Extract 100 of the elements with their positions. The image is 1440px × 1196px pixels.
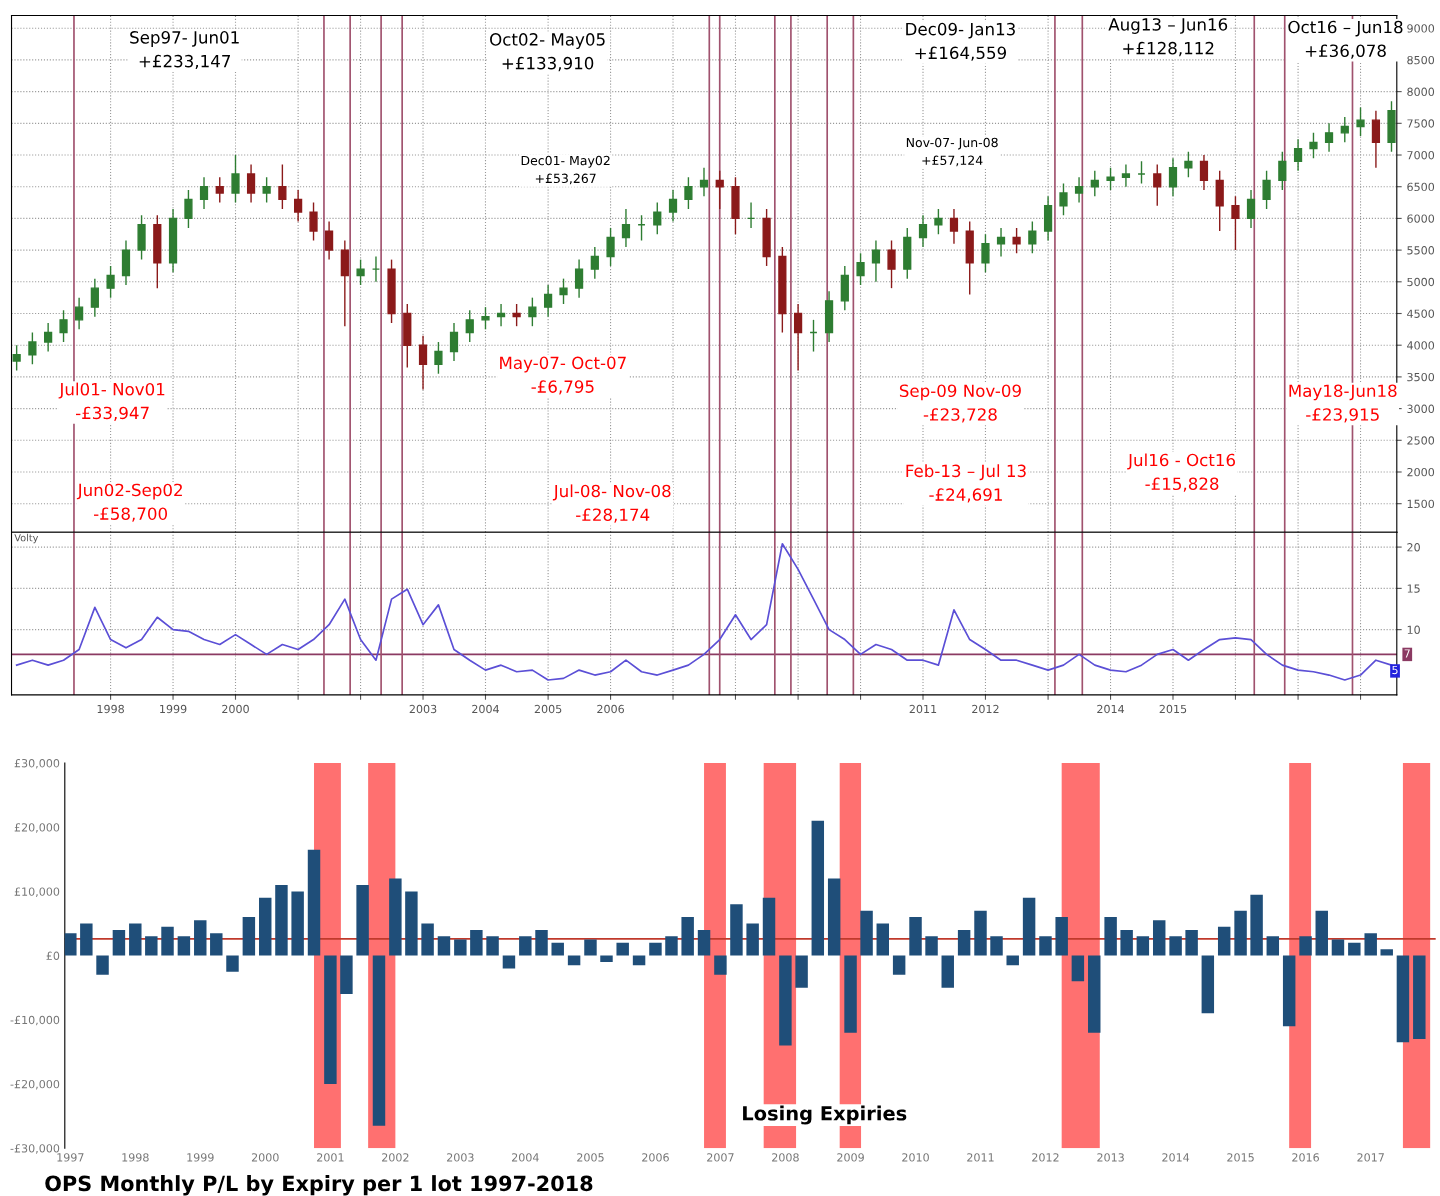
y-tick-label: 2000 — [1407, 467, 1435, 477]
bar — [437, 936, 451, 956]
annotation: Losing Expiries — [743, 1105, 907, 1125]
y-tick-label: 15 — [1407, 584, 1420, 593]
candlestick — [1184, 151, 1193, 178]
bar — [1380, 949, 1393, 956]
bar — [1201, 955, 1215, 1014]
annotation: Jul01- Nov01 -£33,947 — [58, 382, 165, 421]
candlestick — [981, 233, 990, 273]
annotation: May-07- Oct-07 -£6,795 — [500, 356, 626, 395]
bar — [1266, 936, 1280, 956]
candlestick — [1121, 163, 1131, 188]
candlestick — [856, 252, 865, 286]
bar — [1364, 933, 1377, 956]
candlestick — [1371, 109, 1381, 169]
y-tick-label: -£20,000 — [10, 1079, 60, 1090]
candlestick — [793, 303, 803, 372]
bar — [1234, 910, 1247, 956]
x-tick-label: 2005 — [577, 1153, 604, 1162]
bar — [1250, 894, 1263, 956]
bar — [1217, 926, 1231, 956]
y-tick-label: £10,000 — [14, 887, 60, 897]
x-tick-label: 2003 — [447, 1153, 474, 1162]
bar — [161, 926, 174, 956]
bar — [632, 955, 646, 966]
chart-title: Volty — [14, 533, 39, 544]
candlestick — [106, 265, 115, 299]
bar — [194, 920, 207, 956]
candlestick — [294, 189, 303, 223]
bar — [421, 923, 434, 956]
bar — [1185, 929, 1198, 956]
candlestick — [356, 258, 365, 286]
x-tick-label: 1999 — [187, 1153, 214, 1162]
y-tick-label: -£30,000 — [10, 1144, 60, 1154]
x-tick-label: 2000 — [251, 1153, 279, 1162]
y-tick-label: 6500 — [1407, 182, 1435, 192]
candlestick — [996, 227, 1006, 258]
annotation: Jul-08- Nov-08 -£28,174 — [552, 484, 671, 523]
y-tick-label: £20,000 — [14, 823, 60, 833]
y-tick-label: 6000 — [1407, 214, 1435, 223]
bar — [584, 939, 597, 956]
x-tick-label: 2001 — [317, 1153, 344, 1162]
candlestick — [871, 239, 881, 283]
y-tick-label: -£10,000 — [10, 1015, 60, 1026]
bar — [519, 936, 532, 956]
y-tick-label: 7500 — [1407, 119, 1435, 128]
x-tick-label: 2010 — [902, 1153, 929, 1162]
x-tick-label: 2006 — [597, 704, 624, 714]
bar — [909, 917, 922, 956]
bar — [372, 955, 386, 1126]
bar — [1282, 955, 1296, 1027]
candlestick — [434, 341, 443, 375]
y-tick-label: 3500 — [1407, 372, 1435, 382]
bar — [1022, 897, 1036, 956]
bar — [502, 955, 516, 969]
x-tick-label: 2014 — [1162, 1153, 1190, 1162]
candlestick — [74, 296, 84, 331]
annotation: Oct16 – Jun18 +£36,078 — [1288, 20, 1403, 59]
candlestick — [1324, 122, 1334, 153]
candlestick — [324, 220, 334, 261]
candlestick — [528, 296, 537, 327]
bar — [177, 936, 191, 956]
bar — [275, 885, 288, 956]
candlestick — [1153, 163, 1162, 207]
annotation: Sep-09 Nov-09 -£23,728 — [899, 384, 1021, 423]
candlestick — [887, 239, 896, 289]
bar — [876, 923, 889, 956]
annotation: May18-Jun18 -£23,915 — [1289, 384, 1397, 423]
candlestick — [44, 322, 53, 353]
candlestick — [1012, 227, 1021, 254]
candlestick — [231, 154, 240, 204]
candlestick — [262, 176, 271, 204]
annotation: Feb-13 – Jul 13 -£24,691 — [906, 464, 1026, 503]
candlestick — [715, 170, 724, 210]
y-tick-label: 1500 — [1407, 499, 1435, 509]
bar — [1315, 910, 1328, 956]
x-tick-label: 2008 — [772, 1153, 799, 1162]
candlestick — [918, 214, 928, 248]
x-tick-label: 1998 — [97, 704, 124, 714]
bar — [1413, 955, 1426, 1040]
bar — [665, 936, 678, 956]
candlestick — [309, 201, 318, 242]
y-tick-label: 5500 — [1407, 246, 1435, 255]
x-tick-label: 2014 — [1097, 704, 1125, 714]
x-tick-label: 2016 — [1292, 1153, 1319, 1162]
bar — [1088, 955, 1101, 1033]
candlestick — [543, 284, 553, 318]
x-tick-label: 2005 — [534, 704, 562, 714]
candlestick — [1356, 106, 1365, 137]
y-tick-label: 9000 — [1407, 24, 1435, 33]
x-tick-label: 1998 — [122, 1153, 149, 1162]
bar — [616, 942, 629, 956]
bar — [1039, 936, 1052, 956]
x-tick-label: 2002 — [382, 1153, 409, 1162]
annotation: Aug13 – Jun16 +£128,112 — [1108, 18, 1228, 57]
annotation: 5 — [1392, 665, 1398, 675]
bar — [925, 936, 938, 956]
annotation: Dec01- May02 +£53,267 — [521, 155, 610, 185]
bar — [259, 897, 272, 956]
candlestick — [1074, 176, 1084, 204]
